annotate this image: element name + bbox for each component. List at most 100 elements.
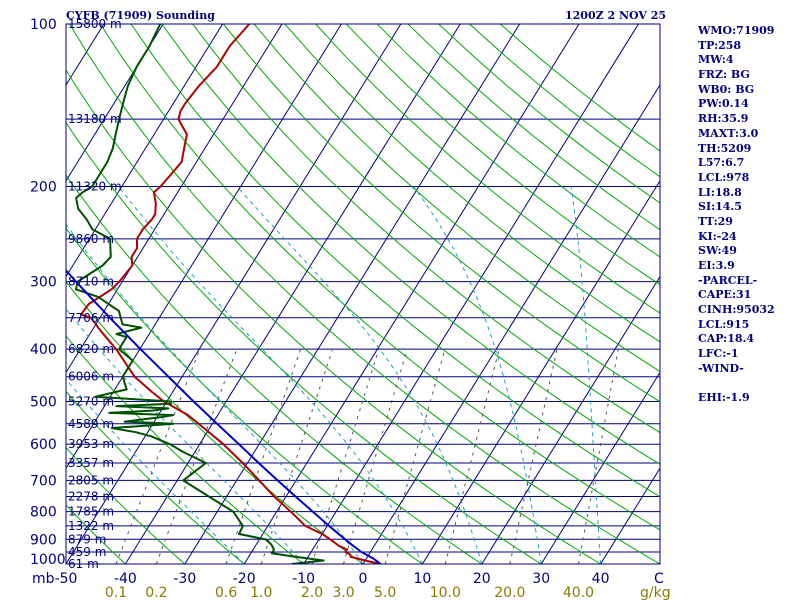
moist-adiabat-line: [66, 378, 245, 564]
mixing-ratio-label: 3.0: [332, 585, 354, 600]
mixing-ratio-label: 5.0: [374, 585, 396, 600]
height-label: 5270 m: [68, 394, 114, 408]
height-label: 13180 m: [68, 112, 122, 126]
height-label: 8710 m: [68, 275, 114, 289]
mixing-ratio-label: 0.1: [105, 585, 127, 600]
moist-adiabat-line: [236, 186, 483, 564]
chart-datestamp: 1200Z 2 NOV 25: [565, 9, 667, 22]
index-row: MW:4: [698, 53, 734, 67]
index-row: L57:6.7: [698, 156, 745, 170]
temperature-tick-label: -50: [55, 571, 78, 587]
height-label: 7706 m: [68, 311, 114, 325]
index-row: CINH:95032: [698, 303, 775, 317]
dry-adiabat-line: [69, 24, 660, 564]
height-label: 1322 m: [68, 519, 114, 533]
temperature-tick-label: -40: [114, 571, 137, 587]
index-row: TH:5209: [698, 141, 752, 155]
pressure-tick-label: 500: [30, 394, 57, 410]
dry-adiabat-line: [66, 446, 186, 564]
moist-adiabat-line: [413, 186, 542, 564]
dewpoint-line: [74, 24, 325, 564]
height-label: 3357 m: [68, 456, 114, 470]
pressure-tick-label: 700: [30, 473, 57, 489]
isotherm-line: [184, 24, 521, 564]
height-label: 11320 m: [68, 180, 122, 194]
temperature-tick-label: 40: [592, 571, 610, 587]
index-row: CAP:18.4: [698, 332, 755, 346]
mixing-ratio-line: [115, 348, 201, 564]
mixing-ratio-label: 0.2: [145, 585, 167, 600]
dry-adiabat-line: [161, 24, 660, 465]
isotherm-line: [66, 24, 224, 278]
moist-adiabat-line: [570, 186, 602, 564]
dry-adiabat-line: [99, 24, 660, 531]
dry-adiabat-line: [346, 24, 660, 286]
chart-title: CYFB (71909) Sounding: [66, 9, 215, 22]
isotherm-line: [362, 84, 660, 564]
index-row: LI:18.8: [698, 185, 742, 199]
pressure-tick-label: 300: [30, 275, 57, 291]
index-row: -WIND-: [698, 361, 744, 375]
isotherm-line: [600, 467, 660, 564]
mixing-ratio-label: 1.0: [250, 585, 272, 600]
moist-adiabat-line: [118, 186, 423, 564]
index-row: FRZ: BG: [698, 68, 750, 82]
index-row: LCL:915: [698, 317, 750, 331]
dry-adiabat-line: [284, 24, 660, 343]
plot-frame: [65, 23, 661, 565]
index-row: TP:258: [698, 38, 742, 52]
index-row: LCL:978: [698, 170, 750, 184]
index-row: RH:35.9: [698, 112, 749, 126]
mixing-ratio-line: [343, 348, 408, 564]
mixing-ratio-line: [260, 348, 334, 564]
isotherm-line: [540, 371, 660, 564]
pressure-tick-label: 900: [30, 532, 57, 548]
pressure-tick-label: 600: [30, 437, 57, 453]
mixing-ratio-label: 10.0: [430, 585, 461, 600]
height-label: 6820 m: [68, 342, 114, 356]
index-row: [698, 377, 775, 392]
mixing-ratio-line: [225, 348, 302, 564]
mixing-ratio-label: 0.6: [215, 585, 237, 600]
index-row: PW:0.14: [698, 97, 749, 111]
isotherm-line: [303, 24, 639, 564]
pressure-unit-label: mb: [32, 571, 55, 587]
dry-adiabat-line: [66, 390, 245, 564]
temperature-tick-label: 20: [473, 571, 491, 587]
isotherm-line: [66, 24, 164, 182]
temperature-tick-label: -20: [233, 571, 256, 587]
height-label: 459 m: [68, 545, 106, 559]
dry-adiabat-line: [66, 280, 364, 564]
index-row: LFC:-1: [698, 347, 739, 361]
index-row: EI:3.9: [698, 259, 735, 272]
dry-adiabat-line: [66, 227, 423, 564]
isotherm-line: [243, 24, 580, 564]
height-label: 2805 m: [68, 473, 114, 487]
height-label: 1785 m: [68, 505, 114, 519]
index-row: TT:29: [698, 214, 733, 228]
dry-adiabat-line: [66, 335, 304, 564]
pressure-tick-label: 200: [30, 180, 57, 196]
pressure-tick-label: 800: [30, 505, 57, 521]
index-row: -PARCEL-: [698, 273, 758, 287]
temperature-tick-label: 0: [359, 571, 368, 587]
isotherm-line: [66, 24, 283, 374]
height-label: 4589 m: [68, 417, 114, 431]
mixing-ratio-label: 20.0: [494, 585, 525, 600]
profile-lines: [66, 24, 382, 564]
index-row: WB0: BG: [698, 82, 755, 96]
isotherm-line: [421, 179, 660, 564]
index-row: SI:14.5: [698, 200, 742, 214]
index-row: EHI:-1.9: [698, 391, 750, 405]
dry-adiabat-line: [223, 24, 660, 403]
dry-adiabat-line: [66, 504, 126, 564]
index-row: CAPE:31: [698, 288, 752, 302]
temperature-unit-label: C: [654, 571, 664, 587]
index-row: KI:-24: [698, 229, 737, 243]
parcel-line: [66, 268, 382, 564]
height-label: 2278 m: [68, 490, 114, 504]
mixing-ratio-line: [311, 348, 380, 564]
dry-adiabat-line: [253, 24, 660, 373]
